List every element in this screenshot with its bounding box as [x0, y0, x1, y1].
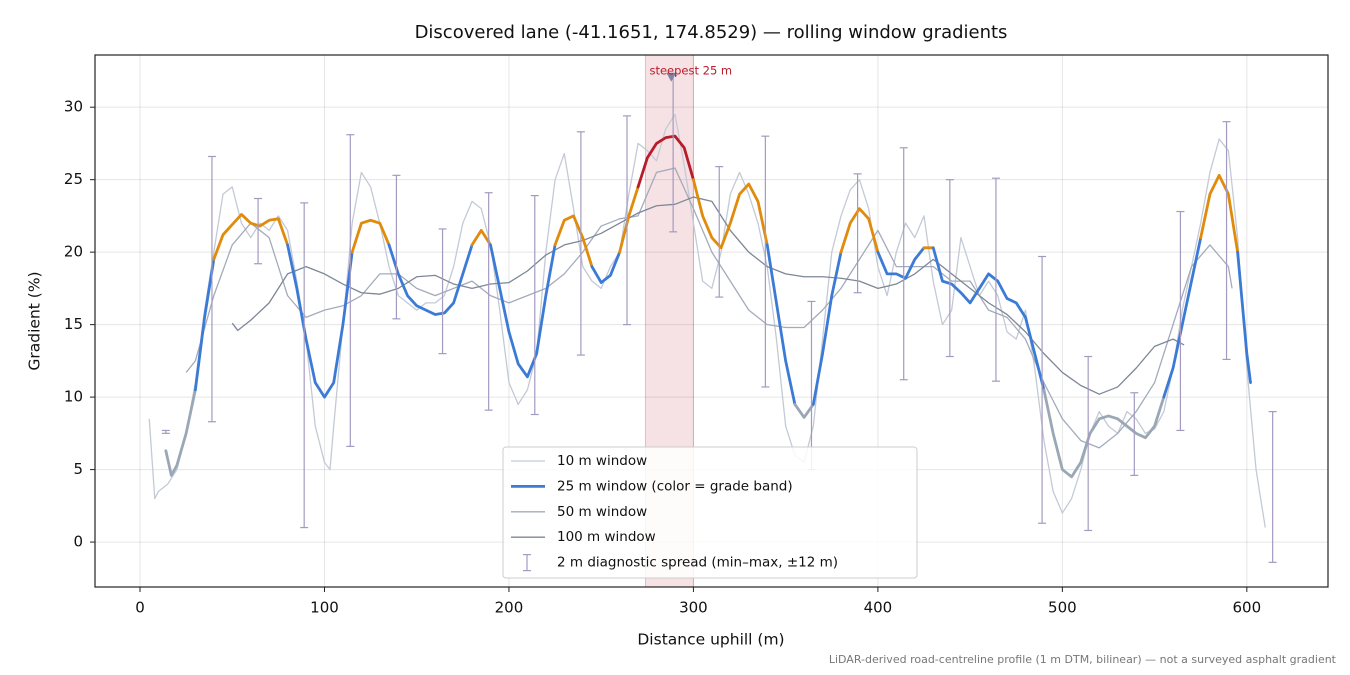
y-tick-label: 25: [64, 170, 83, 188]
line-series-band: [1199, 173, 1240, 254]
legend-label: 50 m window: [557, 504, 647, 520]
line-series-band: [811, 250, 843, 406]
line-series-band: [164, 388, 197, 477]
line-series: [231, 196, 1185, 395]
line-series-band: [876, 246, 926, 280]
line-series-band: [618, 185, 640, 254]
x-tick-label: 600: [1233, 599, 1262, 617]
steepest-marker: [666, 72, 677, 82]
x-tick-label: 400: [864, 599, 893, 617]
line-series-band: [387, 243, 474, 316]
x-tick-label: 300: [679, 599, 708, 617]
line-series-band: [470, 229, 492, 247]
line-series-band: [1236, 250, 1252, 385]
legend-box: [502, 446, 918, 579]
line-series-band: [839, 207, 880, 254]
line-series: [148, 113, 1266, 528]
y-tick-label: 0: [73, 533, 83, 551]
line-series-band: [1162, 236, 1203, 399]
line-series: [185, 167, 1233, 449]
line-series-band: [1042, 388, 1166, 479]
line-series-band: [590, 250, 622, 284]
y-tick-label: 10: [64, 388, 83, 406]
line-series-band: [765, 243, 797, 406]
plot-frame: [94, 54, 1329, 588]
footnote: LiDAR-derived road-centreline profile (1…: [829, 653, 1337, 666]
legend-label: 10 m window: [557, 453, 647, 469]
line-series-band: [931, 246, 1046, 392]
y-axis-label: Gradient (%): [26, 271, 44, 370]
line-series-band: [692, 178, 769, 250]
y-tick-label: 30: [64, 98, 83, 116]
line-series-band: [193, 257, 216, 392]
legend-label: 100 m window: [557, 529, 656, 545]
line-series-band: [350, 218, 391, 254]
line-series-band: [636, 134, 695, 189]
legend-label: 2 m diagnostic spread (min–max, ±12 m): [557, 555, 838, 571]
line-series-band: [489, 243, 557, 379]
x-tick-label: 0: [135, 599, 145, 617]
legend-label: 25 m window (color = grade band): [557, 478, 793, 494]
steepest-label: steepest 25 m: [649, 64, 732, 78]
y-tick-label: 15: [64, 315, 83, 333]
line-series-band: [286, 243, 354, 399]
y-tick-label: 20: [64, 243, 83, 261]
chart-title: Discovered lane (-41.1651, 174.8529) — r…: [415, 22, 1008, 43]
line-series-band: [793, 402, 815, 419]
x-tick-label: 500: [1048, 599, 1077, 617]
x-tick-label: 100: [310, 599, 339, 617]
line-series-band: [212, 213, 289, 261]
x-axis-label: Distance uphill (m): [637, 631, 784, 649]
x-tick-label: 200: [495, 599, 524, 617]
line-series-band: [553, 214, 594, 269]
y-tick-label: 5: [73, 460, 83, 478]
